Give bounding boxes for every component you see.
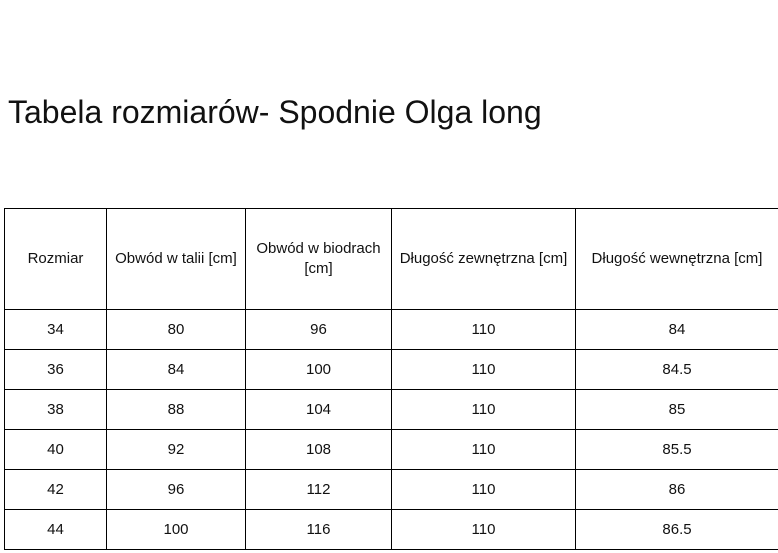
table-cell: 42 [4,469,107,510]
table-cell: 40 [4,429,107,470]
header-row: Rozmiar Obwód w talii [cm] Obwód w biodrac… [4,208,778,310]
table-cell: 84 [575,309,778,350]
table-cell: 80 [106,309,246,350]
table-cell: 100 [106,509,246,550]
column-header: Długość zewnętrzna [cm] [391,208,576,310]
size-table: Rozmiar Obwód w talii [cm] Obwód w biodrac… [4,208,778,550]
table-cell: 110 [391,389,576,430]
table-cell: 112 [245,469,392,510]
table-cell: 85.5 [575,429,778,470]
table-cell: 84.5 [575,349,778,390]
table-cell: 86.5 [575,509,778,550]
table-row: 42 96 112 110 86 [4,469,778,510]
column-header: Obwód w biodrach [cm] [245,208,392,310]
table-cell: 108 [245,429,392,470]
table-cell: 38 [4,389,107,430]
table-cell: 100 [245,349,392,390]
table-cell: 116 [245,509,392,550]
table-cell: 85 [575,389,778,430]
table-cell: 34 [4,309,107,350]
table-cell: 92 [106,429,246,470]
table-cell: 96 [106,469,246,510]
table-cell: 36 [4,349,107,390]
column-header: Rozmiar [4,208,107,310]
table-cell: 110 [391,509,576,550]
table-row: 36 84 100 110 84.5 [4,349,778,390]
table-row: 38 88 104 110 85 [4,389,778,430]
table-cell: 84 [106,349,246,390]
table-cell: 96 [245,309,392,350]
page-title: Tabela rozmiarów- Spodnie Olga long [8,94,542,130]
table-cell: 110 [391,469,576,510]
column-header: Obwód w talii [cm] [106,208,246,310]
table-row: 40 92 108 110 85.5 [4,429,778,470]
table-cell: 88 [106,389,246,430]
table-cell: 44 [4,509,107,550]
table-cell: 110 [391,309,576,350]
table-cell: 104 [245,389,392,430]
table-row: 44 100 116 110 86.5 [4,509,778,550]
column-header: Długość wewnętrzna [cm] [575,208,778,310]
table-cell: 86 [575,469,778,510]
table-row: 34 80 96 110 84 [4,309,778,350]
table-cell: 110 [391,429,576,470]
table-cell: 110 [391,349,576,390]
